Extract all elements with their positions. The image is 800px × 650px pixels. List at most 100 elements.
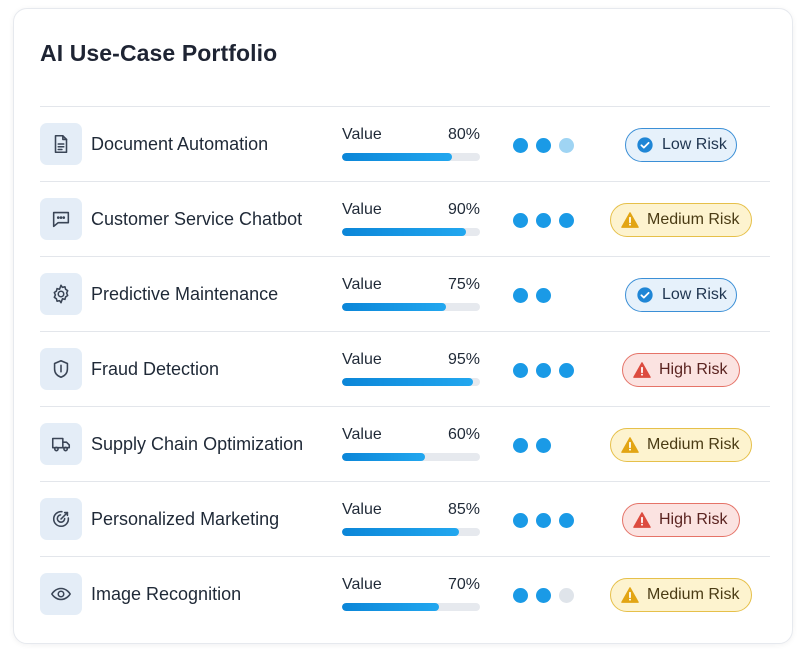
risk-label: Medium Risk (647, 211, 740, 228)
use-case-name: Document Automation (91, 134, 269, 154)
maturity-dot (536, 138, 551, 153)
use-case-icon-box (40, 273, 82, 315)
value-progress-bar (342, 528, 480, 536)
page-title: AI Use-Case Portfolio (40, 40, 278, 66)
value-percent: 75% (447, 276, 480, 293)
warning-icon (621, 436, 647, 454)
value-progress-fill (342, 528, 460, 536)
risk-badge: High Risk (622, 353, 740, 387)
value-percent: 85% (447, 501, 480, 518)
use-case-row[interactable]: Supply Chain Optimization Value 60% Medi… (40, 406, 770, 481)
maturity-dot (536, 288, 551, 303)
maturity-dots (513, 513, 574, 528)
use-case-icon-box (40, 423, 82, 465)
use-case-row[interactable]: Document Automation Value 80% Low Risk (40, 106, 770, 181)
value-percent: 70% (447, 576, 480, 593)
risk-label: Low Risk (662, 286, 727, 303)
maturity-dots (513, 438, 551, 453)
value-label: Value (342, 576, 382, 593)
value-progress-bar (342, 153, 480, 161)
portfolio-card: AI Use-Case Portfolio Document Automatio… (13, 8, 793, 644)
value-percent: 80% (447, 126, 480, 143)
value-label: Value (342, 201, 382, 218)
use-case-name: Supply Chain Optimization (91, 434, 304, 454)
use-case-icon-box (40, 573, 82, 615)
value-progress-fill (342, 603, 439, 611)
use-case-name: Fraud Detection (91, 359, 220, 379)
use-case-row[interactable]: Predictive Maintenance Value 75% Low Ris… (40, 256, 770, 331)
maturity-dot (536, 213, 551, 228)
maturity-dot (513, 513, 528, 528)
maturity-dot (536, 588, 551, 603)
maturity-dot (559, 513, 574, 528)
use-case-row[interactable]: Image Recognition Value 70% Medium Risk (40, 556, 770, 631)
check-circle-icon (636, 286, 662, 304)
maturity-dot (559, 138, 574, 153)
maturity-dot (513, 288, 528, 303)
use-case-row[interactable]: Personalized Marketing Value 85% High Ri… (40, 481, 770, 556)
maturity-dots (513, 288, 551, 303)
risk-badge: Medium Risk (610, 203, 752, 237)
shield-icon (50, 358, 72, 380)
value-progress-fill (342, 453, 425, 461)
use-case-name: Image Recognition (91, 584, 242, 604)
maturity-dot (536, 438, 551, 453)
value-progress-fill (342, 228, 467, 236)
use-case-row[interactable]: Fraud Detection Value 95% High Risk (40, 331, 770, 406)
document-icon (50, 133, 72, 155)
use-case-row[interactable]: Customer Service Chatbot Value 90% Mediu… (40, 181, 770, 256)
value-progress-bar (342, 303, 480, 311)
value-progress-bar (342, 603, 480, 611)
value-label: Value (342, 276, 382, 293)
value-progress-bar (342, 378, 480, 386)
value-label: Value (342, 426, 382, 443)
risk-label: High Risk (659, 361, 728, 378)
risk-badge: Medium Risk (610, 428, 752, 462)
use-case-name: Customer Service Chatbot (91, 209, 303, 229)
truck-icon (50, 433, 72, 455)
value-progress-bar (342, 453, 480, 461)
value-progress-fill (342, 303, 446, 311)
maturity-dots (513, 363, 574, 378)
warning-icon (621, 586, 647, 604)
risk-badge: High Risk (622, 503, 740, 537)
maturity-dot (559, 363, 574, 378)
maturity-dot (559, 213, 574, 228)
maturity-dot (513, 363, 528, 378)
use-case-icon-box (40, 123, 82, 165)
eye-icon (50, 583, 72, 605)
maturity-dot (513, 588, 528, 603)
value-label: Value (342, 351, 382, 368)
check-circle-icon (636, 136, 662, 154)
risk-label: Medium Risk (647, 586, 740, 603)
use-case-name: Predictive Maintenance (91, 284, 279, 304)
maturity-dot (513, 438, 528, 453)
risk-label: High Risk (659, 511, 728, 528)
use-case-list: Document Automation Value 80% Low Risk C… (40, 106, 770, 631)
warning-icon (621, 211, 647, 229)
value-progress-fill (342, 153, 453, 161)
value-label: Value (342, 501, 382, 518)
use-case-icon-box (40, 198, 82, 240)
maturity-dots (513, 588, 574, 603)
value-percent: 95% (447, 351, 480, 368)
value-percent: 90% (447, 201, 480, 218)
chat-icon (50, 208, 72, 230)
risk-label: Medium Risk (647, 436, 740, 453)
value-label: Value (342, 126, 382, 143)
value-progress-fill (342, 378, 474, 386)
maturity-dot (536, 363, 551, 378)
maturity-dot (513, 213, 528, 228)
risk-badge: Low Risk (625, 278, 737, 312)
warning-icon (633, 361, 659, 379)
warning-icon (633, 511, 659, 529)
maturity-dots (513, 213, 574, 228)
use-case-name: Personalized Marketing (91, 509, 280, 529)
maturity-dots (513, 138, 574, 153)
maturity-dot (559, 588, 574, 603)
value-progress-bar (342, 228, 480, 236)
maturity-dot (513, 138, 528, 153)
risk-badge: Low Risk (625, 128, 737, 162)
target-icon (50, 508, 72, 530)
use-case-icon-box (40, 498, 82, 540)
